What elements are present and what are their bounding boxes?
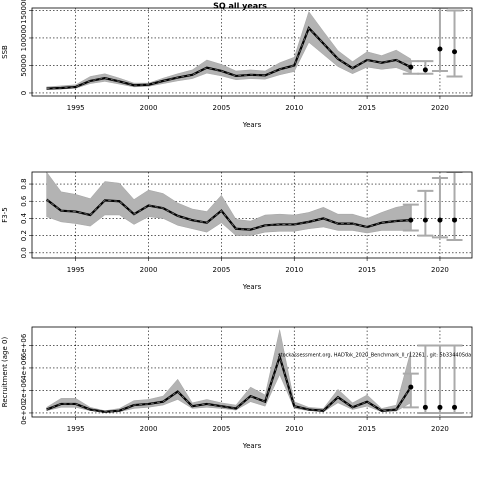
forecast-point (422, 404, 428, 410)
estimate-line-dash (46, 27, 411, 89)
estimate-line-dash (46, 355, 412, 413)
annotation: stockassessment.org, HADTok_2020_Benchma… (278, 353, 471, 359)
confidence-band (46, 329, 412, 413)
estimate-line-dash (46, 199, 411, 231)
forecast-point (408, 384, 414, 390)
forecast-point (452, 404, 458, 410)
x-tick-label: 1995 (67, 425, 85, 433)
estimate-line (46, 26, 412, 90)
x-tick-label: 2015 (358, 425, 376, 433)
plot-frame (31, 7, 473, 97)
x-tick-label: 2015 (358, 104, 376, 112)
forecast-point (408, 217, 414, 223)
x-axis-label: Years (242, 283, 262, 291)
plot-area: stockassessment.org, HADTok_2020_Benchma… (32, 327, 472, 417)
forecast-point (422, 217, 428, 223)
figure-title: SQ all years (213, 2, 267, 11)
plot-area (32, 172, 472, 258)
y-tick-label: 100000 (20, 25, 28, 52)
y-axis-label: SSB (1, 45, 9, 59)
x-axis-label: Years (242, 121, 262, 129)
forecast-point (437, 217, 443, 223)
y-tick-label: 0.8 (20, 178, 28, 189)
x-tick-label: 1995 (67, 104, 85, 112)
y-tick-label: 50000 (20, 54, 28, 76)
panel: 1995 2000 2005 2010 2015 2020 0 50000 1000001500… (1, 0, 473, 129)
y-tick-label: 0.2 (20, 230, 28, 241)
y-axis-label: F3-5 (1, 207, 9, 222)
forecast-point (437, 404, 443, 410)
x-tick-label: 2020 (431, 266, 449, 274)
plot-frame (31, 171, 473, 259)
y-tick-label: 0.6 (20, 195, 28, 207)
x-tick-label: 2010 (285, 104, 303, 112)
plot-area (32, 8, 472, 96)
y-tick-label: 2e+06 (20, 378, 28, 402)
y-tick-label: 6e+06 (20, 333, 28, 357)
x-tick-label: 2020 (431, 425, 449, 433)
panel: stockassessment.org, HADTok_2020_Benchma… (1, 326, 473, 450)
y-tick-label: 150000 (20, 0, 28, 24)
x-tick-label: 2000 (140, 104, 158, 112)
y-tick-label: 0e+00 (20, 401, 28, 425)
y-tick-label: 0.4 (20, 212, 28, 224)
x-tick-label: 2005 (212, 104, 230, 112)
forecast-point (452, 217, 458, 223)
y-tick-label: 0.0 (20, 247, 28, 258)
forecast-point (408, 64, 414, 70)
y-axis-label: Recruitment (age 0) (1, 337, 9, 408)
panel: 1995 2000 2005 2010 2015 2020 0.0 0.2 0.4 0.6 0.8 Y… (1, 171, 473, 291)
x-tick-label: 2015 (358, 266, 376, 274)
forecast-point (452, 49, 458, 55)
y-tick-label: 0 (20, 91, 28, 95)
x-tick-label: 1995 (67, 266, 85, 274)
y-tick-label: 4e+06 (20, 356, 28, 380)
x-tick-label: 2000 (140, 425, 158, 433)
forecast-point (422, 67, 428, 73)
plot-frame (31, 326, 473, 418)
forecast-point (437, 46, 443, 52)
x-tick-label: 2010 (285, 425, 303, 433)
x-axis-label: Years (242, 442, 262, 450)
x-tick-label: 2000 (140, 266, 158, 274)
x-tick-label: 2005 (212, 425, 230, 433)
x-tick-label: 2005 (212, 266, 230, 274)
x-tick-label: 2010 (285, 266, 303, 274)
x-tick-label: 2020 (431, 104, 449, 112)
